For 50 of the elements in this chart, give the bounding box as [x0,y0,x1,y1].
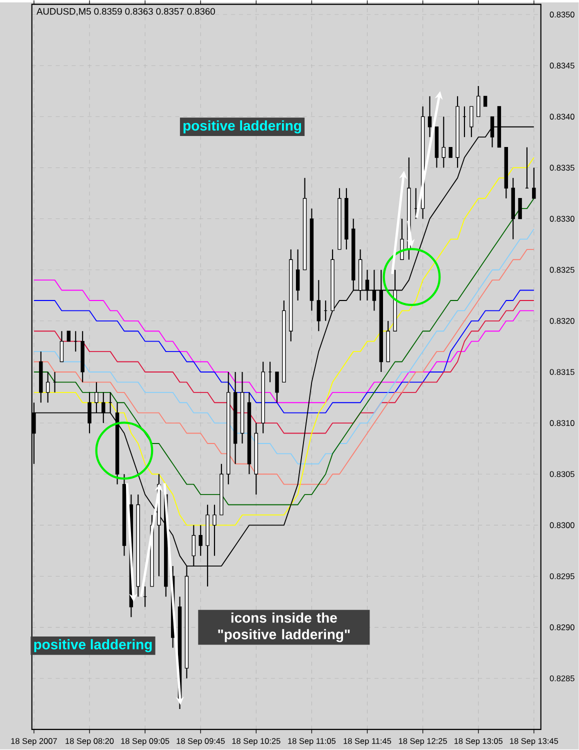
y-tick-label: 0.8325 [550,266,574,273]
candlestick [88,392,92,434]
candlestick [212,504,216,556]
candlestick [518,198,522,220]
chart-title: AUDUSD,M5 0.8359 0.8363 0.8357 0.8360 [36,8,215,16]
x-tick-label: 18 Sep 11:05 [288,738,336,746]
x-tick-label: 18 Sep 09:05 [121,738,170,746]
candlestick [46,371,50,404]
y-tick-label: 0.8285 [550,675,574,682]
x-tick-label: 18 Sep 13:45 [510,738,558,746]
x-tick-label: 18 Sep 2007 [11,738,57,746]
x-tick-label: 18 Sep 09:45 [176,738,225,746]
candlestick [448,146,452,158]
y-tick-label: 0.8345 [550,62,574,69]
annotation: positive laddering [183,120,301,134]
candlestick [275,371,279,404]
candlestick [400,218,404,260]
y-tick-label: 0.8340 [550,114,574,120]
candlestick [372,269,376,312]
y-tick-label: 0.8315 [550,369,574,375]
candlestick [198,524,202,556]
candlestick [442,116,446,168]
x-tick-label: 18 Sep 12:25 [398,738,447,746]
candlestick [483,96,488,107]
x-tick-label: 18 Sep 08:20 [66,738,114,746]
x-tick-label: 18 Sep 10:25 [232,738,280,746]
annotation: positive laddering [34,639,152,652]
y-tick-label: 0.8290 [550,624,574,630]
y-tick-label: 0.8310 [550,420,574,426]
candlestick [316,280,320,332]
candlestick [365,269,370,302]
candlestick [101,392,106,424]
y-tick-label: 0.8320 [550,318,574,324]
candlestick [476,85,480,118]
candlestick [296,248,300,302]
y-tick-label: 0.8300 [550,522,574,528]
x-tick-label: 18 Sep 13:05 [454,738,502,746]
annotation: icons inside the "positive laddering" [218,612,350,642]
candlestick [66,330,70,342]
y-tick-label: 0.8335 [550,164,574,171]
y-tick-label: 0.8295 [550,573,574,580]
candlestick [532,167,536,199]
y-tick-label: 0.8350 [550,12,574,18]
candlestick [94,382,98,414]
candlestick [470,106,474,138]
x-tick-label: 18 Sep 11:45 [344,738,392,746]
candlestick [60,330,64,362]
y-tick-label: 0.8330 [550,216,574,222]
y-tick-label: 0.8305 [550,471,574,478]
candlestick [428,96,432,138]
